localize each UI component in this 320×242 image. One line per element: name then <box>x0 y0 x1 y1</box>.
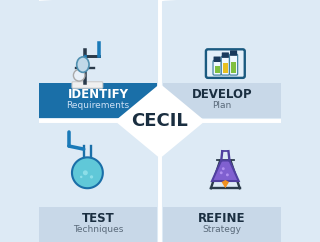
FancyBboxPatch shape <box>160 121 284 242</box>
Circle shape <box>222 167 225 170</box>
FancyBboxPatch shape <box>222 53 229 58</box>
Bar <box>39 207 157 242</box>
FancyBboxPatch shape <box>230 50 237 56</box>
Bar <box>163 83 281 118</box>
FancyBboxPatch shape <box>213 60 221 75</box>
Bar <box>215 66 220 73</box>
FancyBboxPatch shape <box>36 0 160 121</box>
FancyBboxPatch shape <box>213 57 221 62</box>
Text: Techniques: Techniques <box>73 225 123 234</box>
Polygon shape <box>212 160 239 181</box>
Ellipse shape <box>77 57 89 72</box>
Polygon shape <box>118 86 202 156</box>
Circle shape <box>73 69 85 81</box>
FancyBboxPatch shape <box>36 121 160 242</box>
Text: DEVELOP: DEVELOP <box>192 88 252 101</box>
FancyBboxPatch shape <box>160 0 284 121</box>
Text: IDENTIFY: IDENTIFY <box>68 88 129 101</box>
Text: Strategy: Strategy <box>203 225 242 234</box>
Text: TEST: TEST <box>82 212 114 225</box>
FancyBboxPatch shape <box>221 56 229 75</box>
Circle shape <box>90 175 93 179</box>
Polygon shape <box>222 180 229 188</box>
Circle shape <box>83 170 88 175</box>
FancyBboxPatch shape <box>206 49 245 78</box>
Text: Requirements: Requirements <box>67 101 130 110</box>
Bar <box>223 63 228 73</box>
Text: CECIL: CECIL <box>132 112 188 130</box>
Polygon shape <box>72 157 103 188</box>
FancyBboxPatch shape <box>72 82 103 88</box>
Circle shape <box>226 174 229 176</box>
Circle shape <box>80 176 83 178</box>
Circle shape <box>220 171 223 174</box>
Bar <box>163 207 281 242</box>
FancyBboxPatch shape <box>229 54 238 75</box>
Bar <box>39 83 157 118</box>
Text: Plan: Plan <box>212 101 232 110</box>
Bar <box>231 62 236 73</box>
Text: REFINE: REFINE <box>198 212 246 225</box>
